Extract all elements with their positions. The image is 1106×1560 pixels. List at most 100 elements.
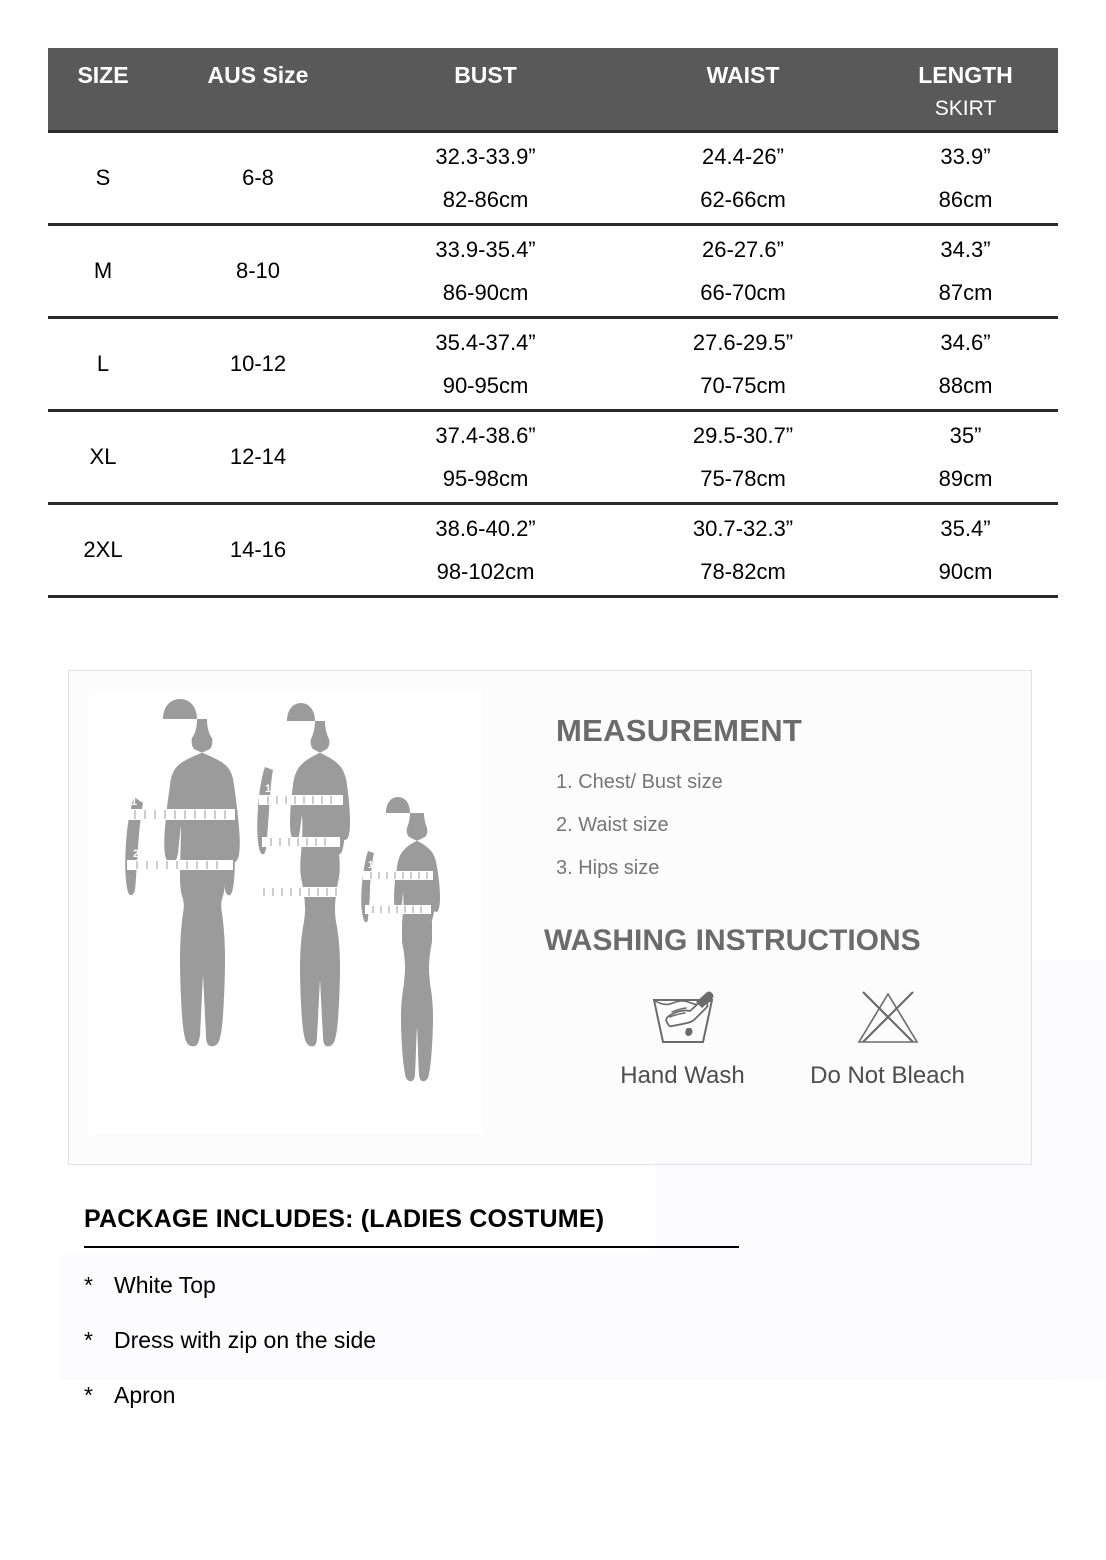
list-item: * Apron bbox=[84, 1382, 744, 1409]
table-row: S 6-8 32.3-33.9” 82-86cm 24.4-26” 62-66c… bbox=[48, 132, 1058, 225]
cell-bust-cm: 90-95cm bbox=[442, 372, 529, 398]
cell-bust-cm: 95-98cm bbox=[442, 465, 529, 491]
column-header-bust: BUST bbox=[358, 48, 613, 132]
package-includes-title: PACKAGE INCLUDES: (LADIES COSTUME) bbox=[84, 1205, 605, 1233]
cell-length: 34.3” 87cm bbox=[873, 225, 1058, 318]
washing-icon-hand-wash: Hand Wash bbox=[580, 984, 785, 1090]
column-header-aus-size: AUS Size bbox=[158, 48, 358, 132]
measurement-panel: 1 2 bbox=[68, 670, 1032, 1165]
column-header-bust-label: BUST bbox=[454, 62, 517, 88]
package-divider bbox=[84, 1246, 739, 1248]
cell-length-inches: 34.3” bbox=[940, 236, 991, 262]
cell-waist-inches: 27.6-29.5” bbox=[692, 329, 794, 355]
size-table-body: S 6-8 32.3-33.9” 82-86cm 24.4-26” 62-66c… bbox=[48, 132, 1058, 597]
cell-waist: 30.7-32.3” 78-82cm bbox=[613, 504, 873, 597]
measurement-item-3: 3. Hips size bbox=[556, 857, 660, 879]
package-items-list: * White Top * Dress with zip on the side… bbox=[84, 1272, 744, 1409]
cell-length-inches: 33.9” bbox=[940, 143, 991, 169]
list-item: * White Top bbox=[84, 1272, 744, 1299]
cell-bust-inches: 35.4-37.4” bbox=[435, 329, 536, 355]
size-table: SIZE AUS Size BUST WAIST bbox=[48, 48, 1058, 598]
svg-text:1: 1 bbox=[131, 796, 137, 808]
column-header-length: LENGTH SKIRT bbox=[873, 48, 1058, 132]
cell-waist: 26-27.6” 66-70cm bbox=[613, 225, 873, 318]
cell-bust-inches: 33.9-35.4” bbox=[435, 236, 536, 262]
cell-length-inches: 35” bbox=[949, 422, 982, 448]
column-header-size: SIZE bbox=[48, 48, 158, 132]
cell-waist-cm: 66-70cm bbox=[700, 279, 786, 305]
cell-bust: 38.6-40.2” 98-102cm bbox=[358, 504, 613, 597]
svg-text:2: 2 bbox=[370, 894, 376, 905]
cell-waist: 24.4-26” 62-66cm bbox=[613, 132, 873, 225]
column-header-waist: WAIST bbox=[613, 48, 873, 132]
cell-length-cm: 87cm bbox=[938, 279, 993, 305]
cell-waist-inches: 26-27.6” bbox=[702, 236, 784, 262]
svg-text:2: 2 bbox=[133, 848, 139, 860]
washing-icon-do-not-bleach: Do Not Bleach bbox=[785, 984, 990, 1090]
cell-waist-inches: 24.4-26” bbox=[702, 143, 784, 169]
measurement-column: MEASUREMENT 1. Chest/ Bust size 2. Waist… bbox=[544, 713, 1016, 1090]
cell-waist: 27.6-29.5” 70-75cm bbox=[613, 318, 873, 411]
cell-bust: 33.9-35.4” 86-90cm bbox=[358, 225, 613, 318]
package-item-label: Dress with zip on the side bbox=[114, 1327, 377, 1353]
package-item-label: White Top bbox=[114, 1272, 216, 1298]
do-not-bleach-icon bbox=[785, 984, 990, 1056]
column-header-aus-size-label: AUS Size bbox=[207, 62, 309, 88]
cell-aus: 12-14 bbox=[229, 444, 287, 469]
column-header-length-label: LENGTH bbox=[918, 62, 1013, 88]
cell-size: S bbox=[95, 165, 111, 190]
cell-bust-inches: 32.3-33.9” bbox=[435, 143, 536, 169]
cell-length: 35” 89cm bbox=[873, 411, 1058, 504]
cell-size: XL bbox=[89, 444, 117, 469]
svg-text:3: 3 bbox=[261, 875, 267, 887]
table-row: M 8-10 33.9-35.4” 86-90cm 26-27.6” 66-70… bbox=[48, 225, 1058, 318]
column-header-length-sublabel: SKIRT bbox=[934, 97, 997, 120]
cell-bust-inches: 38.6-40.2” bbox=[435, 515, 536, 541]
cell-length-cm: 89cm bbox=[938, 465, 993, 491]
cell-aus: 10-12 bbox=[229, 351, 287, 376]
cell-bust-inches: 37.4-38.6” bbox=[435, 422, 536, 448]
measurement-title: MEASUREMENT bbox=[556, 713, 803, 748]
measurement-item-2: 2. Waist size bbox=[556, 814, 669, 836]
size-table-header: SIZE AUS Size BUST WAIST bbox=[48, 48, 1058, 132]
package-includes-section: PACKAGE INCLUDES: (LADIES COSTUME) * Whi… bbox=[84, 1205, 744, 1437]
cell-length-cm: 86cm bbox=[938, 186, 993, 212]
cell-length-cm: 88cm bbox=[938, 372, 993, 398]
cell-length: 35.4” 90cm bbox=[873, 504, 1058, 597]
female-figure: 1 2 3 bbox=[255, 703, 350, 1047]
list-item: * Dress with zip on the side bbox=[84, 1327, 744, 1354]
cell-bust: 32.3-33.9” 82-86cm bbox=[358, 132, 613, 225]
table-row: L 10-12 35.4-37.4” 90-95cm 27.6-29.5” 70… bbox=[48, 318, 1058, 411]
cell-length-inches: 34.6” bbox=[940, 329, 991, 355]
cell-waist-cm: 78-82cm bbox=[700, 558, 786, 584]
cell-bust: 35.4-37.4” 90-95cm bbox=[358, 318, 613, 411]
cell-size: M bbox=[93, 258, 113, 283]
cell-bust-cm: 98-102cm bbox=[436, 558, 535, 584]
size-chart: SIZE AUS Size BUST WAIST bbox=[48, 48, 1058, 598]
hand-wash-icon bbox=[580, 984, 785, 1056]
cell-waist-cm: 62-66cm bbox=[700, 186, 786, 212]
hand-wash-label: Hand Wash bbox=[620, 1062, 745, 1089]
cell-waist-inches: 29.5-30.7” bbox=[692, 422, 794, 448]
cell-length-inches: 35.4” bbox=[940, 515, 991, 541]
bullet-icon: * bbox=[84, 1382, 93, 1408]
svg-text:2: 2 bbox=[268, 825, 274, 837]
column-header-size-label: SIZE bbox=[77, 62, 129, 88]
bullet-icon: * bbox=[84, 1272, 93, 1298]
bullet-icon: * bbox=[84, 1327, 93, 1353]
cell-aus: 14-16 bbox=[229, 537, 287, 562]
cell-waist-cm: 70-75cm bbox=[700, 372, 786, 398]
table-header-row: SIZE AUS Size BUST WAIST bbox=[48, 48, 1058, 132]
body-figures-illustration: 1 2 bbox=[89, 689, 481, 1134]
cell-bust-cm: 86-90cm bbox=[442, 279, 529, 305]
measurement-item-1: 1. Chest/ Bust size bbox=[556, 771, 723, 793]
column-header-waist-label: WAIST bbox=[706, 62, 780, 88]
cell-aus: 6-8 bbox=[242, 165, 274, 190]
child-figure: 1 2 bbox=[361, 797, 440, 1082]
cell-bust-cm: 82-86cm bbox=[442, 186, 529, 212]
cell-waist: 29.5-30.7” 75-78cm bbox=[613, 411, 873, 504]
cell-length-cm: 90cm bbox=[938, 558, 993, 584]
male-figure: 1 2 bbox=[125, 699, 240, 1047]
cell-aus: 8-10 bbox=[235, 258, 281, 283]
table-row: XL 12-14 37.4-38.6” 95-98cm 29.5-30.7” 7… bbox=[48, 411, 1058, 504]
